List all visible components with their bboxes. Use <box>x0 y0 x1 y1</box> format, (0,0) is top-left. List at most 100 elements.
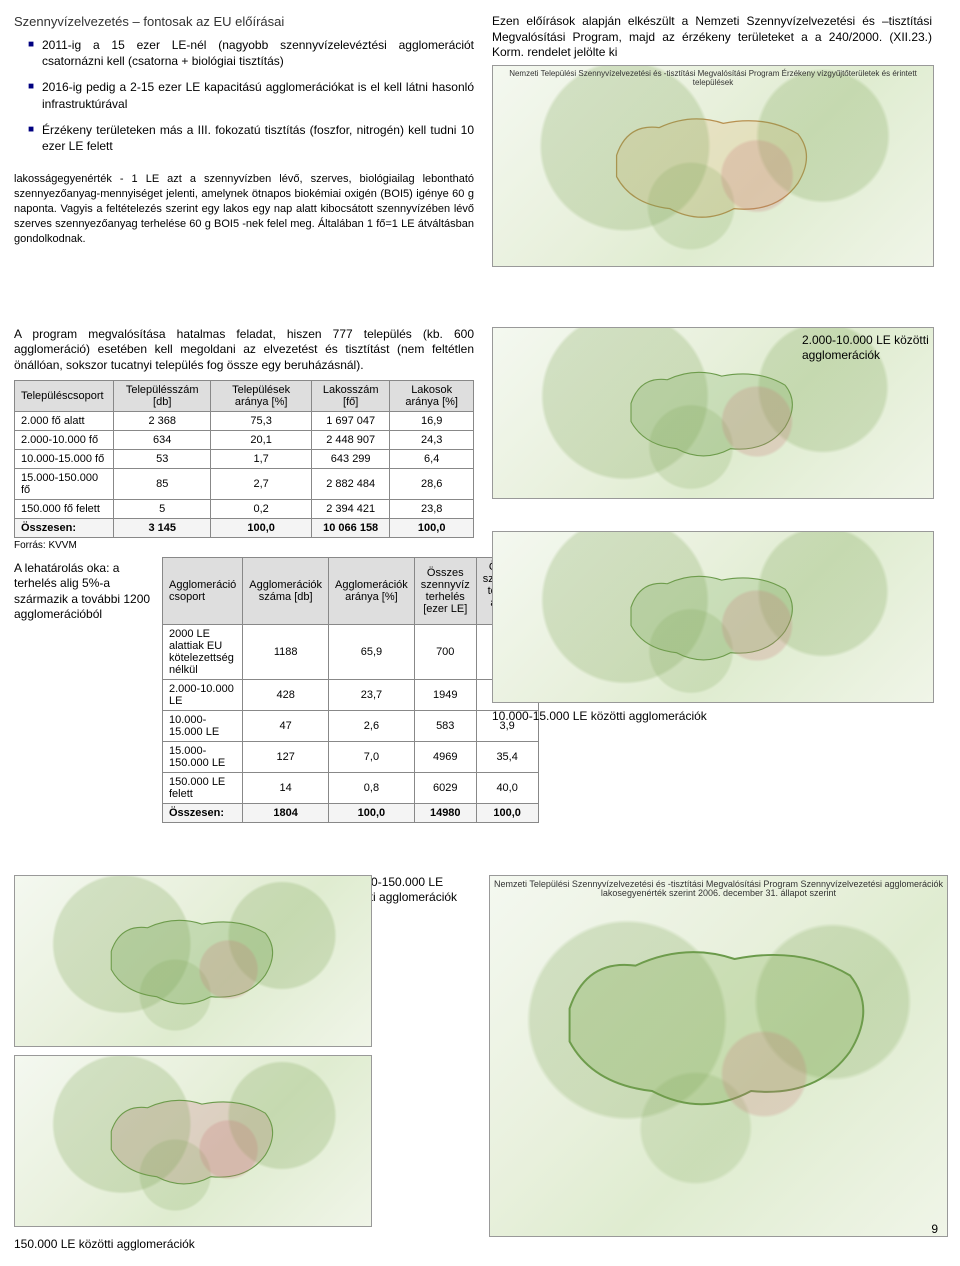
table-cell: 28,6 <box>390 468 474 499</box>
table-cell: 14 <box>243 772 329 803</box>
table-cell: 583 <box>414 710 476 741</box>
table-cell: 2,6 <box>329 710 415 741</box>
page-number: 9 <box>931 1222 938 1236</box>
table-cell: 2.000-10.000 fő <box>15 430 114 449</box>
table-cell: 2 368 <box>114 411 211 430</box>
table-row: 150.000 LE felett140,8602940,0 <box>163 772 539 803</box>
section1-left: Szennyvízelvezetés – fontosak az EU előí… <box>14 14 474 267</box>
table-cell: 23,8 <box>390 499 474 518</box>
table-cell: 1188 <box>243 624 329 679</box>
table-cell: 6,4 <box>390 449 474 468</box>
bullet-item: Érzékeny területeken más a III. fokozatú… <box>28 122 474 154</box>
table-cell: Összesen: <box>15 518 114 537</box>
section2-left: A program megvalósítása hatalmas feladat… <box>14 327 474 823</box>
table-cell: 85 <box>114 468 211 499</box>
table-agglomerations: Agglomeráció csoportAgglomerációk száma … <box>162 557 539 823</box>
section-1: Szennyvízelvezetés – fontosak az EU előí… <box>14 14 946 267</box>
section2-note: A lehatárolás oka: a terhelés alig 5%-a … <box>14 561 154 623</box>
map-15000-150000 <box>14 875 372 1047</box>
table-row: 2.000-10.000 fő63420,12 448 90724,3 <box>15 430 474 449</box>
table-row: 2000 LE alattiak EU kötelezettség nélkül… <box>163 624 539 679</box>
table-cell: 47 <box>243 710 329 741</box>
section2-intro: A program megvalósítása hatalmas feladat… <box>14 327 474 374</box>
map-150000 <box>14 1055 372 1227</box>
map-title: Nemzeti Települési Szennyvízelvezetési é… <box>493 70 933 88</box>
map-overview-title: Nemzeti Települési Szennyvízelvezetési é… <box>490 880 947 900</box>
table-cell: 7,0 <box>329 741 415 772</box>
table-header: Településszám [db] <box>114 380 211 411</box>
section1-right: Ezen előírások alapján elkészült a Nemze… <box>492 14 932 267</box>
table-row: 15.000-150.000 LE1277,0496935,4 <box>163 741 539 772</box>
table-cell: 15.000-150.000 LE <box>163 741 243 772</box>
table-cell: 10.000-15.000 fő <box>15 449 114 468</box>
table-cell: 10.000-15.000 LE <box>163 710 243 741</box>
table-cell: 428 <box>243 679 329 710</box>
section3-right: Nemzeti Települési Szennyvízelvezetési é… <box>489 875 946 1252</box>
table-total-row: Összesen:3 145100,010 066 158100,0 <box>15 518 474 537</box>
table-header: Lakosszám [fő] <box>311 380 389 411</box>
table-cell: 20,1 <box>211 430 312 449</box>
section1-bullets: 2011-ig a 15 ezer LE-nél (nagyobb szenny… <box>14 37 474 154</box>
map-overview: Nemzeti Települési Szennyvízelvezetési é… <box>489 875 948 1237</box>
table-header: Agglomerációk száma [db] <box>243 557 329 624</box>
table-total-row: Összesen:1804100,014980100,0 <box>163 803 539 822</box>
table-cell: 75,3 <box>211 411 312 430</box>
map-caption-150000: 150.000 LE közötti agglomerációk <box>14 1237 471 1252</box>
table-cell: 1804 <box>243 803 329 822</box>
bullet-item: 2011-ig a 15 ezer LE-nél (nagyobb szenny… <box>28 37 474 69</box>
map-caption-10000-15000: 10.000-15.000 LE közötti agglomerációk <box>492 709 932 724</box>
table-cell: 5 <box>114 499 211 518</box>
hungary-outline-icon <box>36 906 350 1015</box>
table-cell: 53 <box>114 449 211 468</box>
table-cell: 15.000-150.000 fő <box>15 468 114 499</box>
table-cell: 634 <box>114 430 211 449</box>
hungary-outline-icon <box>519 562 906 671</box>
table-row: 150.000 fő felett50,22 394 42123,8 <box>15 499 474 518</box>
map-caption-2000-10000: 2.000-10.000 LE közötti agglomerációk <box>802 333 932 363</box>
table-cell: 2,7 <box>211 468 312 499</box>
hungary-outline-icon <box>517 926 919 1124</box>
table-cell: 100,0 <box>390 518 474 537</box>
table-cell: 2.000-10.000 LE <box>163 679 243 710</box>
table-cell: 700 <box>414 624 476 679</box>
hungary-outline-icon <box>519 358 906 467</box>
table-cell: 6029 <box>414 772 476 803</box>
table-cell: 100,0 <box>329 803 415 822</box>
table-header: Lakosok aránya [%] <box>390 380 474 411</box>
table-cell: 24,3 <box>390 430 474 449</box>
table-cell: 16,9 <box>390 411 474 430</box>
section-2: A program megvalósítása hatalmas feladat… <box>14 327 946 823</box>
table-cell: 4969 <box>414 741 476 772</box>
table-cell: 1949 <box>414 679 476 710</box>
table-row: 10.000-15.000 LE472,65833,9 <box>163 710 539 741</box>
section-3: 15.000-150.000 LE közötti agglomerációk … <box>14 875 946 1252</box>
table-cell: 127 <box>243 741 329 772</box>
table-cell: 0,8 <box>329 772 415 803</box>
table-header: Agglomeráció csoport <box>163 557 243 624</box>
table-cell: 3 145 <box>114 518 211 537</box>
table-header: Összes szennyvíz terhelés [ezer LE] <box>414 557 476 624</box>
section2-right: 2.000-10.000 LE közötti agglomerációk 10… <box>492 327 932 823</box>
table-row: 15.000-150.000 fő852,72 882 48428,6 <box>15 468 474 499</box>
table-row: 10.000-15.000 fő531,7643 2996,4 <box>15 449 474 468</box>
section1-paragraph: lakosságegyenérték - 1 LE azt a szennyví… <box>14 172 474 246</box>
table-cell: Összesen: <box>163 803 243 822</box>
section3-left: 15.000-150.000 LE közötti agglomerációk … <box>14 875 471 1252</box>
table-header: Települések aránya [%] <box>211 380 312 411</box>
section1-heading: Szennyvízelvezetés – fontosak az EU előí… <box>14 14 474 29</box>
table-cell: 2 882 484 <box>311 468 389 499</box>
map-sensitive-areas: Nemzeti Települési Szennyvízelvezetési é… <box>492 65 934 267</box>
bullet-item: 2016-ig pedig a 2-15 ezer LE kapacitású … <box>28 79 474 111</box>
hungary-outline-icon <box>519 102 906 230</box>
table-header: Településcsoport <box>15 380 114 411</box>
table-header: Agglomerációk aránya [%] <box>329 557 415 624</box>
table-cell: 2000 LE alattiak EU kötelezettség nélkül <box>163 624 243 679</box>
table-cell: 23,7 <box>329 679 415 710</box>
table-cell: 14980 <box>414 803 476 822</box>
section2-lower: A lehatárolás oka: a terhelés alig 5%-a … <box>14 551 474 823</box>
table-cell: 2.000 fő alatt <box>15 411 114 430</box>
table-cell: 1,7 <box>211 449 312 468</box>
table-row: 2.000-10.000 LE42823,7194913,0 <box>163 679 539 710</box>
hungary-outline-icon <box>36 1086 350 1195</box>
table-cell: 643 299 <box>311 449 389 468</box>
